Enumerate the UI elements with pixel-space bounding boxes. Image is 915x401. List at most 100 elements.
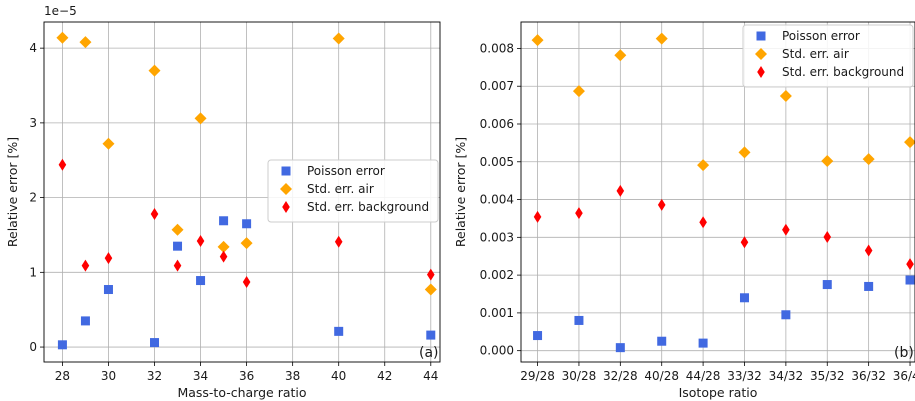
legend-box — [742, 24, 914, 88]
data-point — [531, 34, 544, 47]
data-point — [616, 184, 625, 197]
data-point — [699, 216, 707, 229]
legend-entry-label: Std. err. air — [307, 182, 374, 196]
y-tick-label: 2 — [29, 191, 37, 205]
data-point — [334, 326, 344, 336]
data-point — [572, 85, 585, 98]
panel-label: (a) — [419, 345, 439, 361]
data-point — [615, 343, 625, 353]
data-point — [217, 240, 230, 253]
x-tick-label: 28 — [55, 369, 70, 383]
data-point — [426, 330, 436, 340]
legend-marker — [755, 48, 767, 60]
y-axis-label: Relative error [%] — [453, 137, 468, 247]
y-tick-label: 0.000 — [480, 344, 514, 358]
data-point — [740, 236, 749, 249]
legend-entry-label: Std. err. air — [782, 47, 849, 61]
panel-b: 29/28 30/28 32/28 40/28 44/28 33/32 34/32 35/32… — [453, 21, 915, 400]
data-point — [904, 136, 915, 149]
data-point — [103, 285, 113, 295]
plot-frame — [43, 21, 441, 363]
data-point — [150, 338, 160, 348]
legend-marker — [757, 66, 765, 78]
data-point — [822, 280, 832, 290]
y-tick-label: 0.008 — [480, 41, 514, 55]
x-tick-label: 32/28 — [603, 369, 638, 383]
data-point — [426, 268, 435, 281]
plot-frame — [520, 21, 915, 363]
data-point — [698, 338, 708, 348]
data-point — [194, 112, 207, 125]
x-tick-label: 40/28 — [644, 369, 679, 383]
y-tick-label: 0.003 — [480, 230, 514, 244]
data-point — [697, 159, 710, 172]
legend-marker — [756, 31, 766, 41]
y-tick-label: 0.007 — [480, 79, 514, 93]
data-point — [219, 216, 229, 226]
y-tick-label: 1 — [29, 265, 37, 279]
data-point — [574, 315, 584, 325]
legend: Poisson error Std. err. air Std. err. back… — [742, 24, 914, 88]
legend-marker — [280, 183, 292, 195]
data-point — [657, 198, 666, 211]
legend-box — [267, 159, 439, 223]
y-tick-label: 0.001 — [480, 306, 514, 320]
legend-marker — [281, 166, 291, 176]
legend-entry-label: Std. err. background — [307, 200, 429, 214]
data-point — [781, 310, 791, 320]
series-poisson-error — [57, 216, 436, 350]
y-tick-label: 0 — [29, 340, 37, 354]
y-tick-label: 4 — [29, 41, 37, 55]
data-point — [173, 259, 182, 272]
data-point — [58, 158, 67, 171]
series-std-err-air — [531, 32, 915, 172]
data-point — [332, 32, 345, 45]
x-tick-label: 44/28 — [686, 369, 721, 383]
data-point — [782, 223, 790, 236]
x-tick-label: 35/32 — [810, 369, 845, 383]
y-offset-label: 1e−5 — [44, 4, 77, 18]
legend-entry-label: Poisson error — [782, 29, 860, 43]
y-tick-label: 0.006 — [480, 117, 514, 131]
x-tick-label: 38 — [285, 369, 300, 383]
data-point — [102, 137, 115, 150]
x-tick-label: 33/32 — [727, 369, 762, 383]
data-point — [240, 237, 253, 250]
y-tick-label: 0.004 — [480, 193, 514, 207]
series-std-err-background — [58, 158, 435, 289]
data-point — [148, 64, 161, 77]
x-tick-label: 44 — [423, 369, 438, 383]
y-tick-label: 0.005 — [480, 155, 514, 169]
data-point — [424, 283, 437, 296]
series-poisson-error — [533, 275, 915, 353]
data-point — [864, 281, 874, 291]
data-point — [334, 235, 343, 248]
x-axis-label: Isotope ratio — [679, 385, 758, 400]
x-tick-label: 30 — [101, 369, 116, 383]
data-point — [219, 250, 228, 263]
y-tick-label: 3 — [29, 116, 37, 130]
series-std-err-air — [56, 31, 437, 296]
data-point — [821, 155, 834, 168]
data-point — [79, 36, 92, 49]
data-point — [80, 316, 90, 326]
data-point — [533, 210, 542, 223]
legend-entry-label: Poisson error — [307, 164, 385, 178]
series-std-err-background — [533, 184, 914, 271]
data-point — [657, 336, 667, 346]
data-point — [864, 244, 873, 257]
data-point — [533, 331, 543, 341]
data-point — [242, 219, 252, 229]
data-point — [906, 258, 914, 271]
data-point — [57, 340, 67, 350]
data-point — [171, 223, 184, 236]
data-point — [823, 230, 832, 243]
y-tick-label: 0.002 — [480, 268, 514, 282]
legend: Poisson error Std. err. air Std. err. back… — [267, 159, 439, 223]
x-tick-label: 32 — [147, 369, 162, 383]
data-point — [779, 90, 792, 103]
panel-label: (b) — [894, 345, 914, 361]
x-tick-label: 42 — [377, 369, 392, 383]
data-point — [104, 252, 113, 265]
